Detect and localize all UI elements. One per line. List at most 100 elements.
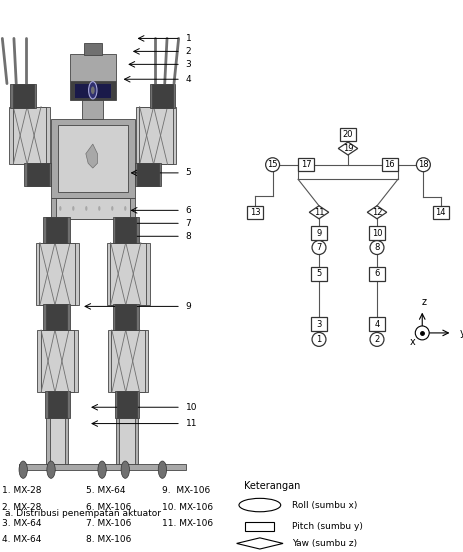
Bar (46, 416, 69, 464)
Polygon shape (309, 206, 328, 219)
Bar (27, 163, 49, 187)
Text: Keterangan: Keterangan (243, 481, 299, 491)
Bar (152, 83, 172, 108)
Text: Pitch (sumbu y): Pitch (sumbu y) (292, 522, 363, 531)
FancyBboxPatch shape (311, 267, 326, 280)
Text: 5: 5 (316, 269, 321, 278)
Bar (10, 83, 36, 108)
Text: 16: 16 (384, 160, 394, 169)
Circle shape (111, 206, 113, 211)
Text: 11: 11 (185, 419, 197, 428)
Bar (74, 83, 111, 98)
Bar (108, 330, 148, 392)
Text: 9.  MX-106: 9. MX-106 (162, 486, 210, 495)
Text: 20: 20 (342, 130, 352, 139)
FancyBboxPatch shape (247, 205, 263, 219)
Text: a. Distribusi penempatan aktuator: a. Distribusi penempatan aktuator (5, 509, 160, 518)
Text: 12: 12 (371, 208, 382, 217)
Circle shape (416, 158, 430, 172)
Bar (45, 304, 67, 331)
Text: 14: 14 (435, 208, 445, 217)
Text: 10: 10 (371, 229, 382, 238)
FancyBboxPatch shape (311, 317, 326, 331)
Circle shape (312, 332, 325, 346)
Text: 5: 5 (185, 168, 191, 177)
Bar (69, 54, 116, 81)
Text: 10: 10 (185, 403, 197, 412)
Text: 11. MX-106: 11. MX-106 (162, 519, 213, 528)
Text: x: x (409, 337, 415, 347)
Circle shape (47, 461, 55, 479)
Bar (45, 217, 67, 243)
Circle shape (265, 158, 279, 172)
Bar (137, 163, 158, 187)
FancyBboxPatch shape (369, 267, 384, 280)
Bar (43, 217, 69, 243)
Text: y: y (458, 328, 463, 338)
Bar (56, 198, 130, 219)
Text: 2: 2 (185, 47, 191, 56)
Polygon shape (236, 538, 282, 549)
FancyBboxPatch shape (339, 128, 355, 141)
Bar (115, 217, 136, 243)
Circle shape (124, 206, 126, 211)
FancyBboxPatch shape (381, 158, 397, 172)
Circle shape (238, 498, 280, 512)
Polygon shape (367, 206, 386, 219)
Text: 3: 3 (185, 60, 191, 69)
Bar (39, 242, 75, 305)
Text: 8: 8 (374, 243, 379, 252)
Bar (51, 198, 134, 219)
Text: 7: 7 (316, 243, 321, 252)
Text: 5. MX-64: 5. MX-64 (86, 486, 125, 495)
FancyBboxPatch shape (298, 158, 313, 172)
Text: 7: 7 (185, 219, 191, 228)
Polygon shape (338, 142, 357, 155)
Bar (111, 330, 145, 392)
Bar (41, 330, 74, 392)
Circle shape (88, 82, 97, 99)
Circle shape (369, 241, 383, 254)
Circle shape (19, 461, 27, 479)
Text: 4: 4 (374, 320, 379, 328)
Circle shape (59, 206, 61, 211)
Bar (112, 217, 139, 243)
Bar (82, 100, 103, 119)
Circle shape (158, 461, 166, 479)
Text: 3: 3 (316, 320, 321, 328)
Text: z: z (421, 297, 426, 307)
Bar (36, 242, 79, 305)
Text: 1: 1 (185, 34, 191, 43)
Bar (47, 391, 67, 418)
Text: 9: 9 (185, 302, 191, 311)
Circle shape (98, 461, 106, 479)
Bar (83, 43, 102, 55)
Circle shape (72, 206, 74, 211)
Circle shape (85, 206, 87, 211)
Bar (149, 83, 175, 108)
Bar (116, 416, 138, 464)
Circle shape (91, 87, 94, 94)
Bar (45, 391, 69, 418)
Bar (117, 391, 137, 418)
Text: 19: 19 (342, 144, 352, 153)
Bar (69, 81, 116, 100)
Bar (43, 304, 69, 331)
Text: 6. MX-106: 6. MX-106 (86, 503, 131, 512)
Bar (51, 119, 134, 198)
Circle shape (414, 326, 428, 340)
Bar (58, 125, 127, 192)
Bar (135, 107, 176, 164)
Text: 1. MX-28: 1. MX-28 (2, 486, 42, 495)
Text: 2. MX-28: 2. MX-28 (2, 503, 42, 512)
Bar (24, 163, 51, 187)
Text: 4: 4 (185, 75, 191, 84)
Circle shape (369, 332, 383, 346)
Text: 1: 1 (316, 335, 321, 344)
Text: Yaw (sumbu z): Yaw (sumbu z) (292, 539, 357, 548)
Bar (9, 107, 50, 164)
Text: 17: 17 (300, 160, 311, 169)
FancyBboxPatch shape (245, 522, 274, 531)
Text: 11: 11 (313, 208, 324, 217)
Bar (50, 416, 65, 464)
